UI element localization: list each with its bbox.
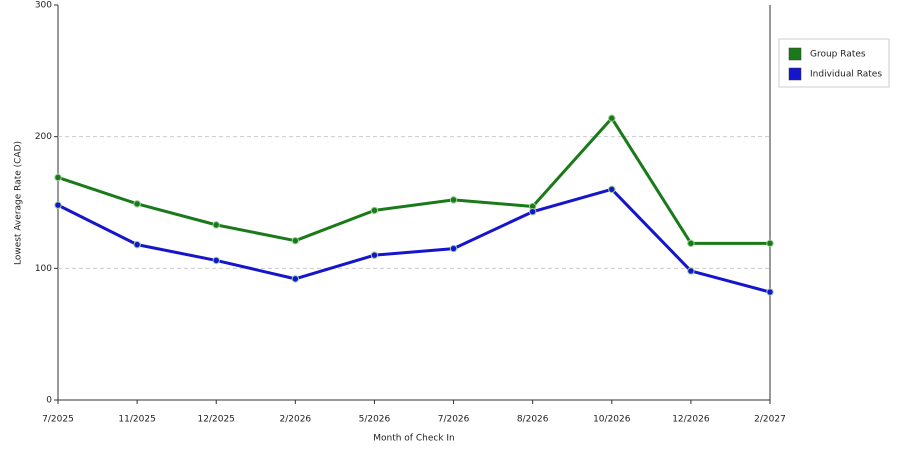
legend-label: Individual Rates bbox=[810, 70, 882, 80]
y-tick-label: 300 bbox=[35, 1, 52, 11]
x-tick-label: 2/2027 bbox=[754, 415, 786, 425]
data-point bbox=[687, 239, 695, 248]
legend-swatch bbox=[788, 67, 802, 81]
data-point bbox=[54, 173, 62, 182]
data-point bbox=[133, 200, 141, 208]
data-point bbox=[212, 221, 220, 229]
data-point bbox=[370, 251, 379, 259]
y-tick-label: 0 bbox=[46, 396, 52, 406]
x-tick-label: 7/2025 bbox=[42, 415, 74, 425]
x-axis-label: Month of Check In bbox=[373, 434, 455, 444]
data-point bbox=[54, 201, 62, 209]
y-tick-label: 200 bbox=[35, 132, 52, 142]
x-tick-label: 8/2026 bbox=[517, 415, 549, 425]
data-point bbox=[291, 275, 300, 283]
x-tick-label: 12/2025 bbox=[198, 415, 235, 425]
data-point bbox=[766, 239, 774, 248]
series-line bbox=[57, 116, 770, 245]
data-point bbox=[766, 288, 774, 296]
legend-label: Group Rates bbox=[810, 50, 866, 60]
data-point bbox=[212, 256, 220, 265]
x-tick-label: 10/2026 bbox=[593, 415, 631, 425]
data-point bbox=[528, 208, 537, 216]
data-point bbox=[608, 185, 616, 194]
x-tick-label: 2/2026 bbox=[279, 415, 311, 425]
data-point bbox=[687, 267, 695, 275]
y-tick-label: 100 bbox=[35, 264, 52, 274]
data-point bbox=[449, 196, 458, 204]
data-point bbox=[133, 240, 141, 249]
y-axis-label: Lowest Average Rate (CAD) bbox=[14, 141, 24, 265]
x-tick-label: 11/2025 bbox=[118, 415, 155, 425]
data-point bbox=[370, 206, 379, 215]
series-line bbox=[57, 187, 771, 294]
legend-swatch bbox=[788, 47, 802, 61]
data-point bbox=[449, 244, 458, 253]
data-point bbox=[291, 236, 300, 245]
data-point bbox=[608, 114, 616, 122]
x-tick-label: 7/2026 bbox=[438, 415, 470, 425]
x-tick-label: 5/2026 bbox=[359, 415, 391, 425]
x-tick-label: 12/2026 bbox=[672, 415, 710, 425]
